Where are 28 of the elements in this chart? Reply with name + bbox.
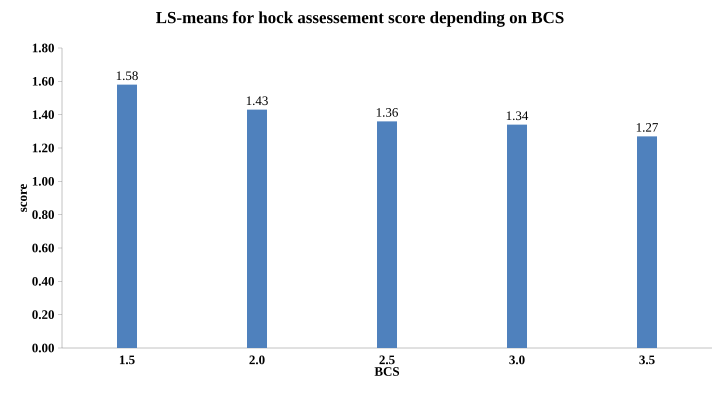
x-tick-label: 2.0 bbox=[249, 356, 265, 364]
bar bbox=[117, 84, 137, 348]
bar bbox=[507, 124, 528, 348]
bar bbox=[377, 121, 398, 348]
y-tick-label: 0.80 bbox=[32, 210, 54, 220]
x-tick-label: 3.5 bbox=[639, 356, 655, 364]
chart-title: LS-means for hock assessement score depending on BCS bbox=[156, 11, 564, 27]
data-label: 1.58 bbox=[116, 71, 138, 80]
x-axis-title: BCS bbox=[374, 367, 400, 376]
bar bbox=[637, 136, 658, 348]
bar bbox=[247, 110, 268, 348]
y-tick-label: 0.00 bbox=[32, 344, 54, 352]
data-label: 1.36 bbox=[376, 108, 398, 117]
y-tick-label: 1.00 bbox=[32, 176, 54, 186]
y-tick-label: 0.40 bbox=[32, 276, 54, 286]
x-tick-label: 1.5 bbox=[120, 356, 135, 364]
data-label: 1.34 bbox=[506, 111, 528, 120]
y-tick-label: 1.40 bbox=[32, 110, 54, 120]
y-tick-label: 1.80 bbox=[32, 44, 54, 52]
y-tick-label: 1.60 bbox=[32, 76, 54, 86]
x-tick-label: 2.5 bbox=[379, 356, 395, 364]
y-tick-label: 1.20 bbox=[32, 144, 54, 152]
data-label: 1.43 bbox=[246, 96, 268, 106]
data-label: 1.27 bbox=[636, 123, 658, 132]
y-axis-title: score bbox=[20, 184, 27, 212]
x-tick-label: 3.0 bbox=[509, 356, 525, 364]
y-tick-label: 0.60 bbox=[32, 244, 54, 252]
y-tick-label: 0.20 bbox=[32, 310, 54, 320]
